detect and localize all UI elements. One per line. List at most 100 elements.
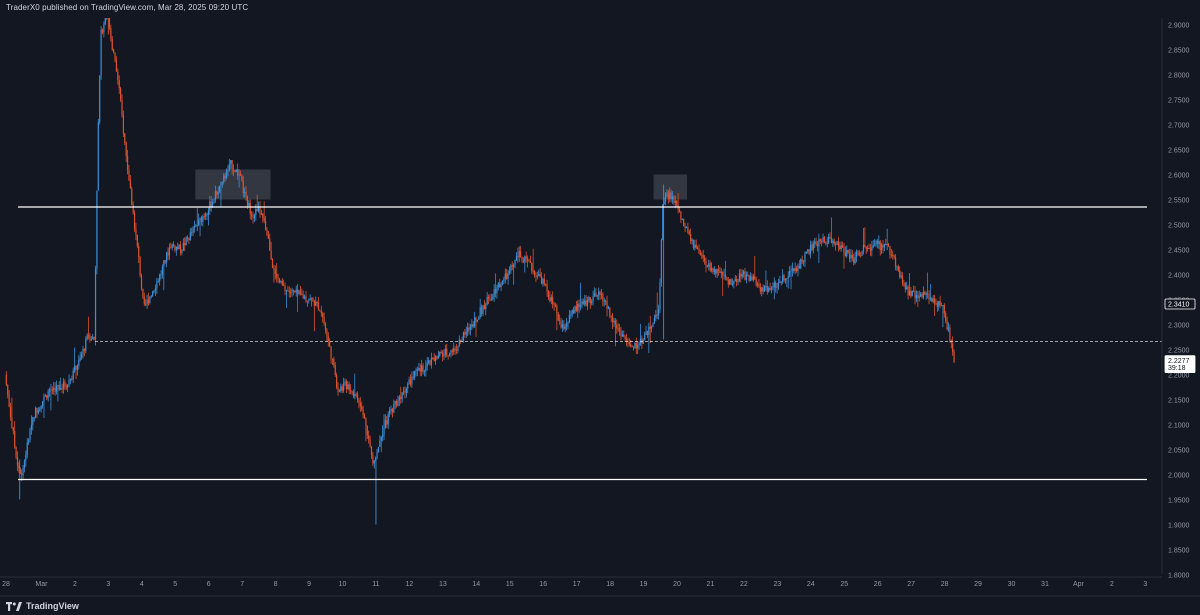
candle[interactable] (910, 286, 912, 299)
candle[interactable] (441, 350, 444, 362)
candle[interactable] (556, 303, 558, 331)
candle[interactable] (588, 295, 590, 303)
candle[interactable] (610, 315, 612, 323)
candle[interactable] (664, 191, 667, 206)
candle[interactable] (143, 292, 145, 306)
candle[interactable] (802, 259, 805, 266)
candle[interactable] (794, 262, 796, 275)
candle[interactable] (584, 294, 586, 307)
candle[interactable] (766, 280, 768, 295)
candle[interactable] (262, 212, 264, 223)
candle[interactable] (34, 406, 37, 419)
candle[interactable] (425, 360, 427, 377)
candle[interactable] (915, 290, 918, 303)
candle[interactable] (515, 252, 518, 261)
candle[interactable] (808, 248, 810, 256)
candle[interactable] (851, 250, 853, 262)
candle[interactable] (858, 249, 860, 257)
candle[interactable] (943, 303, 945, 318)
candle[interactable] (486, 291, 488, 306)
candle[interactable] (595, 288, 597, 297)
candle[interactable] (938, 300, 940, 311)
candle[interactable] (206, 212, 208, 221)
candle[interactable] (839, 241, 841, 251)
candle[interactable] (691, 238, 693, 245)
candle[interactable] (376, 448, 378, 460)
candle[interactable] (522, 257, 525, 263)
candle[interactable] (889, 245, 891, 259)
candle[interactable] (195, 223, 197, 228)
candle[interactable] (124, 132, 126, 146)
candle[interactable] (349, 384, 352, 395)
candle[interactable] (756, 281, 759, 288)
candle[interactable] (745, 271, 748, 284)
candle[interactable] (914, 285, 916, 305)
candle[interactable] (899, 266, 901, 279)
candle[interactable] (843, 242, 845, 269)
candle[interactable] (228, 158, 230, 172)
candle[interactable] (156, 277, 158, 294)
candle[interactable] (925, 291, 927, 300)
candle[interactable] (833, 238, 835, 246)
candle[interactable] (582, 298, 584, 305)
candle[interactable] (380, 436, 382, 453)
candle[interactable] (493, 284, 495, 302)
candle[interactable] (327, 332, 329, 347)
candle[interactable] (235, 169, 237, 173)
candle[interactable] (193, 220, 196, 233)
candle[interactable] (928, 290, 930, 305)
candle[interactable] (780, 280, 782, 286)
candle[interactable] (75, 365, 77, 379)
candle[interactable] (922, 286, 925, 300)
candle[interactable] (168, 243, 170, 260)
candle[interactable] (237, 163, 239, 180)
candle[interactable] (209, 195, 211, 216)
candle[interactable] (637, 341, 639, 354)
candle[interactable] (589, 296, 591, 309)
candle[interactable] (805, 251, 807, 254)
candle[interactable] (903, 279, 905, 287)
candle[interactable] (564, 323, 566, 333)
candle[interactable] (370, 446, 373, 460)
candle[interactable] (947, 322, 950, 333)
candle[interactable] (450, 349, 452, 358)
candle[interactable] (585, 294, 587, 307)
candle[interactable] (483, 300, 485, 310)
candle[interactable] (480, 304, 483, 317)
candle[interactable] (743, 269, 745, 278)
candle[interactable] (690, 228, 692, 244)
candle[interactable] (708, 259, 710, 271)
candle[interactable] (260, 209, 262, 215)
candle[interactable] (7, 384, 9, 399)
candle[interactable] (465, 326, 467, 338)
candle[interactable] (763, 284, 766, 292)
candle[interactable] (227, 165, 229, 177)
candle[interactable] (290, 288, 292, 298)
candle[interactable] (398, 394, 400, 407)
candle[interactable] (754, 255, 756, 281)
candle[interactable] (267, 230, 269, 240)
candle[interactable] (302, 290, 304, 300)
candle[interactable] (295, 285, 297, 297)
candle[interactable] (185, 236, 187, 246)
candle[interactable] (390, 405, 392, 415)
candle[interactable] (645, 325, 647, 335)
candle[interactable] (809, 240, 812, 259)
candle[interactable] (651, 325, 653, 333)
candle[interactable] (559, 314, 561, 325)
candle[interactable] (259, 200, 261, 218)
candle[interactable] (196, 207, 198, 232)
candle[interactable] (673, 194, 675, 206)
candle[interactable] (308, 298, 310, 304)
candle[interactable] (78, 355, 80, 370)
candle[interactable] (407, 381, 409, 394)
candle[interactable] (305, 291, 307, 304)
candle[interactable] (936, 300, 938, 312)
candle[interactable] (547, 289, 550, 301)
candle[interactable] (793, 267, 795, 274)
candle[interactable] (713, 266, 715, 276)
candle[interactable] (120, 86, 122, 102)
candle[interactable] (579, 282, 582, 311)
candle[interactable] (188, 237, 190, 244)
candle[interactable] (415, 367, 417, 377)
